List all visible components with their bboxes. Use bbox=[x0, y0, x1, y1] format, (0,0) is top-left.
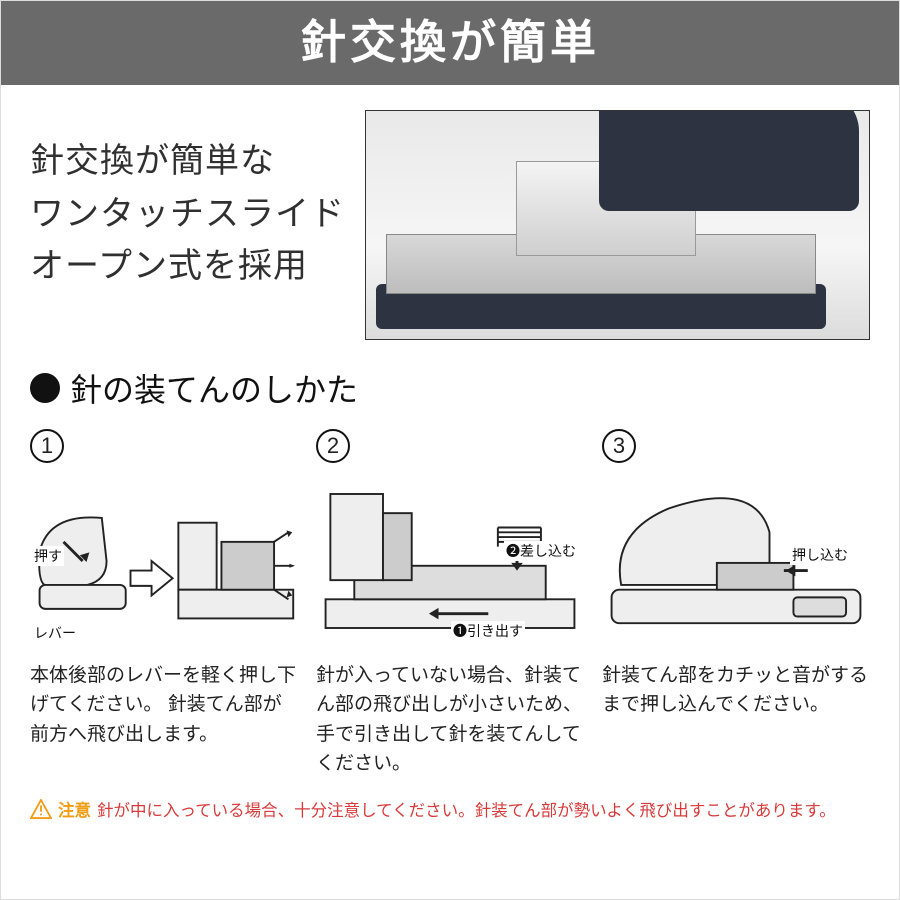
hero-line-1: 針交換が簡単な bbox=[30, 135, 345, 188]
caution-label: 注意 bbox=[58, 797, 91, 821]
step-3-number: 3 bbox=[602, 429, 636, 463]
section-title-text: 針の装てんのしかた bbox=[70, 365, 358, 411]
hero-section: 針交換が簡単な ワンタッチスライド オープン式を採用 bbox=[0, 85, 900, 350]
step-1: 1 bbox=[30, 429, 298, 779]
hero-copy: 針交換が簡単な ワンタッチスライド オープン式を採用 bbox=[30, 110, 345, 293]
step2-annot-pull: ❶引き出す bbox=[451, 621, 525, 641]
bullet-icon bbox=[30, 373, 60, 403]
step-3-figure: 押し込む bbox=[602, 471, 870, 651]
step-2-number: 2 bbox=[316, 429, 350, 463]
step-1-number: 1 bbox=[30, 429, 64, 463]
step-1-desc: 本体後部のレバーを軽く押し下げてください。 針装てん部が前方へ飛び出します。 bbox=[30, 651, 298, 749]
step1-annot-lever: レバー bbox=[32, 623, 78, 643]
hero-product-photo bbox=[365, 110, 870, 340]
step-2: 2 bbox=[316, 429, 584, 779]
step1-annot-push: 押す bbox=[32, 546, 64, 566]
step-2-desc: 針が入っていない場合、針装てん部の飛び出しが小さいため、手で引き出して針を装てん… bbox=[316, 651, 584, 779]
step-1-figure: 押す レバー bbox=[30, 471, 298, 651]
loading-section-title: 針の装てんのしかた bbox=[0, 350, 900, 419]
step-3: 3 押し込む 針装てん部をカチッと音がするまで押し込んでください。 bbox=[602, 429, 870, 779]
step3-annot-pushin: 押し込む bbox=[790, 545, 850, 565]
caution-text: 針が中に入っている場合、十分注意してください。針装てん部が勢いよく飛び出すことが… bbox=[97, 797, 836, 821]
hero-line-2: ワンタッチスライド bbox=[30, 188, 345, 241]
banner-title: 針交換が簡単 bbox=[0, 0, 900, 85]
warning-icon bbox=[30, 799, 52, 819]
hero-line-3: オープン式を採用 bbox=[30, 240, 345, 293]
caution-row: 注意 針が中に入っている場合、十分注意してください。針装てん部が勢いよく飛び出す… bbox=[0, 787, 900, 821]
step-3-desc: 針装てん部をカチッと音がするまで押し込んでください。 bbox=[602, 651, 870, 720]
step-2-figure: ❷差し込む ❶引き出す bbox=[316, 471, 584, 651]
steps-row: 1 bbox=[0, 419, 900, 787]
step2-annot-insert: ❷差し込む bbox=[504, 541, 578, 561]
